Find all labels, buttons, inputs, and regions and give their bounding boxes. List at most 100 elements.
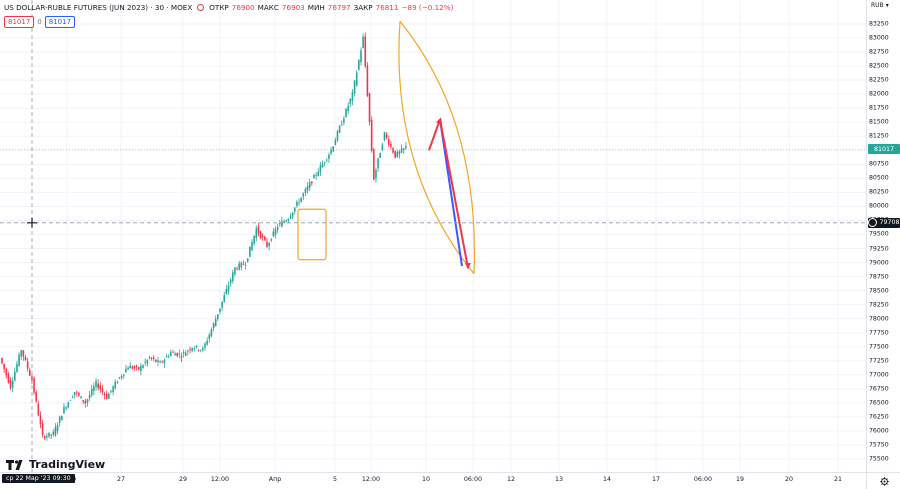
candle-body xyxy=(381,144,384,150)
price-tick: 77250 xyxy=(869,357,889,365)
projection-arc xyxy=(399,20,476,274)
price-tick: 83250 xyxy=(869,20,889,28)
time-axis[interactable]: 12:00272912:00Апр512:001006:001213141706… xyxy=(0,472,866,489)
candle-body xyxy=(383,132,386,141)
low-label: МИН xyxy=(307,3,325,12)
candle-body xyxy=(161,361,164,363)
price-tick: 80500 xyxy=(869,174,889,182)
candlestick-chart[interactable] xyxy=(0,0,866,472)
candle-body xyxy=(240,262,243,268)
candle-body xyxy=(133,366,136,369)
symbol-title[interactable]: US DOLLAR-RUBLE FUTURES (JUN 2023) · 30 … xyxy=(4,3,193,12)
candle-body xyxy=(334,140,337,146)
candle-body xyxy=(101,388,104,392)
candle-body xyxy=(61,415,63,421)
close-label: ЗАКР xyxy=(353,3,373,12)
sell-button[interactable]: 81017 xyxy=(4,16,35,28)
candle-body xyxy=(387,139,390,145)
price-tick: 75750 xyxy=(869,441,889,449)
candle-body xyxy=(360,50,362,63)
candle-body xyxy=(306,186,309,191)
candle-body xyxy=(332,146,335,152)
projection-line-red xyxy=(428,119,441,151)
candle-body xyxy=(398,151,401,155)
candle-body xyxy=(65,407,67,409)
candle-body xyxy=(368,93,371,123)
price-tick: 76250 xyxy=(869,413,889,421)
candle-body xyxy=(24,357,27,360)
candle-body xyxy=(63,406,65,414)
candle-body xyxy=(127,367,129,370)
price-tick: 78750 xyxy=(869,273,889,281)
time-tick: 27 xyxy=(116,476,126,483)
price-tick: 78500 xyxy=(869,287,889,295)
candle-body xyxy=(238,263,240,270)
price-tick: 80750 xyxy=(869,160,889,168)
target-icon[interactable] xyxy=(868,218,878,228)
price-tick: 76750 xyxy=(869,385,889,393)
chart-settings-button[interactable] xyxy=(866,472,900,489)
candle-body xyxy=(253,235,255,244)
candle-body xyxy=(379,153,382,158)
time-tick: 5 xyxy=(332,476,338,483)
candle-body xyxy=(199,349,202,351)
time-tick: 20 xyxy=(784,476,794,483)
candle-body xyxy=(75,391,78,393)
candle-body xyxy=(159,361,161,363)
candle-body xyxy=(396,151,399,158)
candle-body xyxy=(56,425,59,432)
candle-body xyxy=(285,220,287,222)
last-price-tag: 81017 xyxy=(868,144,900,155)
candle-body xyxy=(353,80,356,94)
candle-body xyxy=(48,432,50,437)
price-tick: 82500 xyxy=(869,62,889,70)
price-tick: 82000 xyxy=(869,90,889,98)
price-tick: 79250 xyxy=(869,245,889,253)
price-tick: 75500 xyxy=(869,455,889,463)
candle-body xyxy=(300,197,302,203)
logo-text: TradingView xyxy=(29,458,106,471)
candle-body xyxy=(366,65,369,96)
candle-body xyxy=(255,228,258,238)
candle-body xyxy=(157,360,159,362)
price-tick: 77500 xyxy=(869,343,889,351)
candle-body xyxy=(195,345,198,348)
tradingview-logo[interactable]: TradingView xyxy=(6,458,105,471)
candle-body xyxy=(172,351,174,353)
candle-body xyxy=(229,279,232,284)
price-tick: 82250 xyxy=(869,76,889,84)
candle-body xyxy=(390,143,392,147)
candle-body xyxy=(193,348,196,350)
candle-body xyxy=(167,356,170,358)
candle-body xyxy=(178,353,181,355)
candle-body xyxy=(180,356,183,358)
time-tick: 12:00 xyxy=(210,476,230,483)
candle-body xyxy=(242,264,245,265)
candle-body xyxy=(296,201,298,206)
buy-button[interactable]: 81017 xyxy=(44,16,76,28)
candle-body xyxy=(16,363,18,372)
candle-body xyxy=(144,361,146,363)
candle-body xyxy=(163,359,166,364)
time-tick: 19 xyxy=(735,476,745,483)
candle-body xyxy=(402,148,405,150)
candle-body xyxy=(73,392,76,396)
chart-canvas[interactable]: US DOLLAR-RUBLE FUTURES (JUN 2023) · 30 … xyxy=(0,0,866,472)
candle-body xyxy=(80,396,82,399)
trade-buttons: 81017 0 81017 xyxy=(4,16,76,28)
price-tick: 79000 xyxy=(869,259,889,267)
candle-body xyxy=(259,231,262,239)
candle-body xyxy=(261,235,264,238)
price-tick: 81500 xyxy=(869,118,889,126)
candle-body xyxy=(69,400,72,402)
candle-body xyxy=(231,272,234,282)
price-axis[interactable]: RUB ▾ 83250 83000 82750 82500 82250 82000 8175… xyxy=(866,0,900,472)
currency-label[interactable]: RUB ▾ xyxy=(871,2,889,9)
candle-body xyxy=(264,236,266,241)
open-label: ОТКР xyxy=(209,3,229,12)
candle-body xyxy=(22,350,25,357)
time-tick: 12 xyxy=(506,476,516,483)
candle-body xyxy=(281,221,283,227)
time-tick: 29 xyxy=(178,476,188,483)
candle-body xyxy=(315,174,317,176)
